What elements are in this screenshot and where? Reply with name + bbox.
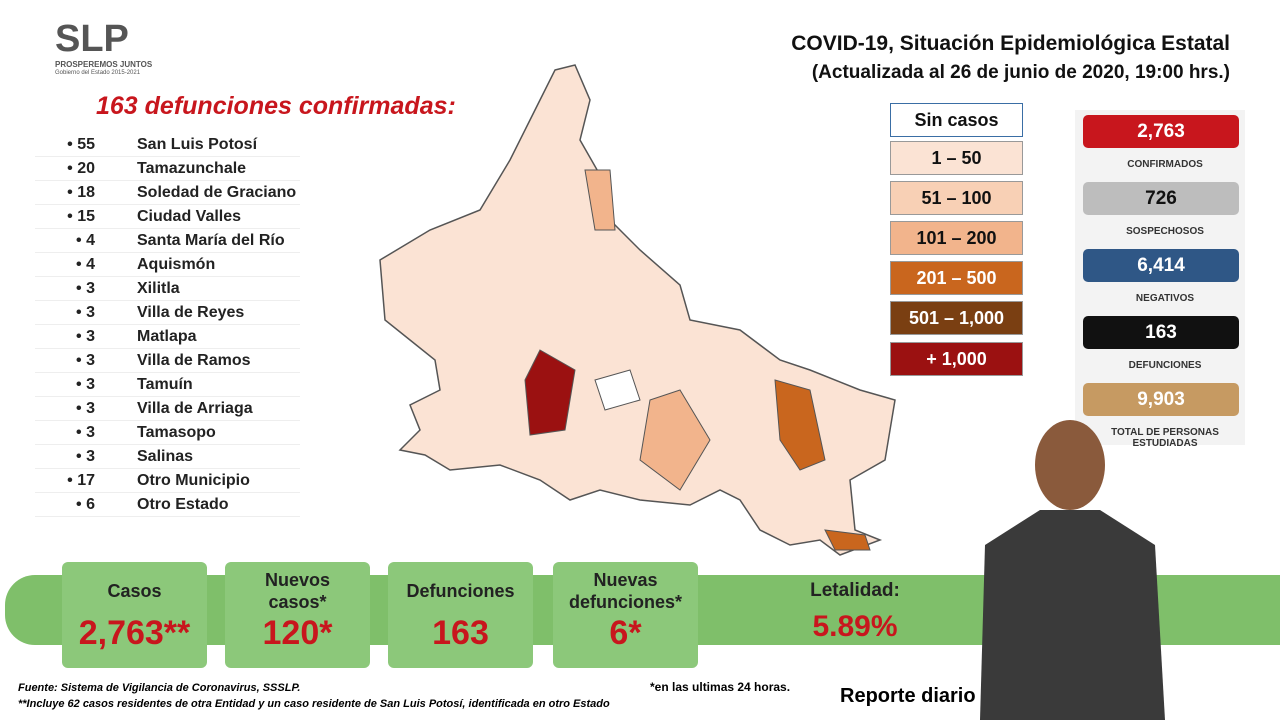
stat-label: CONFIRMADOS — [1127, 159, 1203, 170]
logo-government: Gobierno del Estado 2015-2021 — [55, 70, 141, 76]
stat-label: NEGATIVOS — [1135, 293, 1195, 304]
stat-label: TOTAL DE PERSONAS ESTUDIADAS — [1111, 427, 1219, 449]
stat-value: 163 — [1083, 316, 1239, 349]
municipality: Tamazunchale — [137, 160, 247, 177]
report-label: Reporte diario — [840, 685, 976, 707]
death-count: • 4 — [76, 232, 95, 249]
municipality: Tamasopo — [137, 424, 216, 441]
summary-card: Defunciones 163 — [388, 562, 533, 668]
death-count: • 20 — [67, 160, 95, 177]
municipality: Otro Estado — [137, 496, 229, 513]
death-count: • 3 — [76, 328, 95, 345]
death-count: • 3 — [76, 400, 95, 417]
summary-card: Casos 2,763** — [62, 562, 207, 668]
interpreter — [980, 420, 1165, 720]
death-count: • 4 — [76, 256, 95, 273]
death-count: • 3 — [76, 304, 95, 321]
logo-tagline: PROSPEREMOS JUNTOS — [55, 60, 153, 69]
logo: SLP — [55, 18, 129, 60]
footer-note: **Incluye 62 casos residentes de otra En… — [18, 698, 610, 710]
stat-value: 726 — [1083, 182, 1239, 215]
death-count: • 6 — [76, 496, 95, 513]
summary-value: 163 — [432, 614, 489, 652]
death-row: • 18 Soledad de Graciano — [35, 181, 300, 205]
stat-value: 6,414 — [1083, 249, 1239, 282]
legend-item: 51 – 100 — [890, 181, 1023, 215]
stat-value: 2,763 — [1083, 115, 1239, 148]
death-row: • 3 Xilitla — [35, 277, 300, 301]
death-row: • 3 Matlapa — [35, 325, 300, 349]
death-row: • 3 Salinas — [35, 445, 300, 469]
municipality: Villa de Reyes — [137, 304, 245, 321]
death-row: • 17 Otro Municipio — [35, 469, 300, 493]
footer-24h: *en las ultimas 24 horas. — [650, 680, 791, 694]
summary-card: Nuevas defunciones* 6* — [553, 562, 698, 668]
municipality: Matlapa — [137, 328, 197, 345]
death-row: • 3 Villa de Reyes — [35, 301, 300, 325]
death-row: • 3 Villa de Ramos — [35, 349, 300, 373]
municipality: Tamuín — [137, 376, 193, 393]
summary-value: 6* — [609, 614, 642, 652]
subtitle: (Actualizada al 26 de junio de 2020, 19:… — [811, 62, 1230, 83]
legend-item: 201 – 500 — [890, 261, 1023, 295]
summary-card: Nuevos casos* 120* — [225, 562, 370, 668]
municipality: Salinas — [137, 448, 194, 465]
stat-label: SOSPECHOSOS — [1126, 226, 1204, 237]
summary-value: 2,763** — [78, 614, 191, 652]
death-count: • 17 — [67, 472, 95, 489]
death-row: • 20 Tamazunchale — [35, 157, 300, 181]
legend-item: 501 – 1,000 — [890, 301, 1023, 335]
title: COVID-19, Situación Epidemiológica Estat… — [791, 32, 1230, 55]
death-count: • 15 — [67, 208, 95, 225]
legend-item: 101 – 200 — [890, 221, 1023, 255]
death-row: • 6 Otro Estado — [35, 493, 300, 517]
death-row: • 4 Aquismón — [35, 253, 300, 277]
death-count: • 3 — [76, 376, 95, 393]
summary-title: Letalidad: — [810, 580, 900, 601]
death-row: • 4 Santa María del Río — [35, 229, 300, 253]
stat-label: DEFUNCIONES — [1128, 360, 1202, 371]
death-count: • 18 — [67, 184, 95, 201]
municipality: Soledad de Graciano — [137, 184, 297, 201]
summary-title: Defunciones — [406, 581, 515, 601]
death-row: • 3 Tamasopo — [35, 421, 300, 445]
summary-title: Nuevas defunciones* — [569, 570, 683, 612]
death-row: • 3 Villa de Arriaga — [35, 397, 300, 421]
summary-value: 5.89% — [812, 610, 898, 643]
municipality: Ciudad Valles — [137, 208, 242, 225]
death-count: • 3 — [76, 448, 95, 465]
municipality: Otro Municipio — [137, 472, 250, 489]
death-count: • 3 — [76, 352, 95, 369]
map — [379, 64, 896, 556]
legend-item: Sin casos — [890, 103, 1023, 137]
municipality: Villa de Arriaga — [137, 400, 253, 417]
footer-source: Fuente: Sistema de Vigilancia de Coronav… — [18, 682, 301, 694]
death-count: • 55 — [67, 136, 95, 153]
summary-title: Casos — [107, 581, 162, 601]
death-row: • 3 Tamuín — [35, 373, 300, 397]
summary-title: Nuevos casos* — [264, 570, 331, 612]
death-count: • 3 — [76, 424, 95, 441]
municipality: Villa de Ramos — [137, 352, 251, 369]
summary-value: 120* — [262, 614, 333, 652]
deaths-heading: 163 defunciones confirmadas: — [96, 92, 456, 120]
municipality: Santa María del Río — [137, 232, 285, 249]
death-row: • 15 Ciudad Valles — [35, 205, 300, 229]
municipality: Xilitla — [137, 280, 180, 297]
stat-value: 9,903 — [1083, 383, 1239, 416]
death-count: • 3 — [76, 280, 95, 297]
municipality: Aquismón — [137, 256, 216, 273]
legend-item: 1 – 50 — [890, 141, 1023, 175]
legend-item: + 1,000 — [890, 342, 1023, 376]
death-row: • 55 San Luis Potosí — [35, 133, 300, 157]
municipality: San Luis Potosí — [137, 136, 258, 153]
